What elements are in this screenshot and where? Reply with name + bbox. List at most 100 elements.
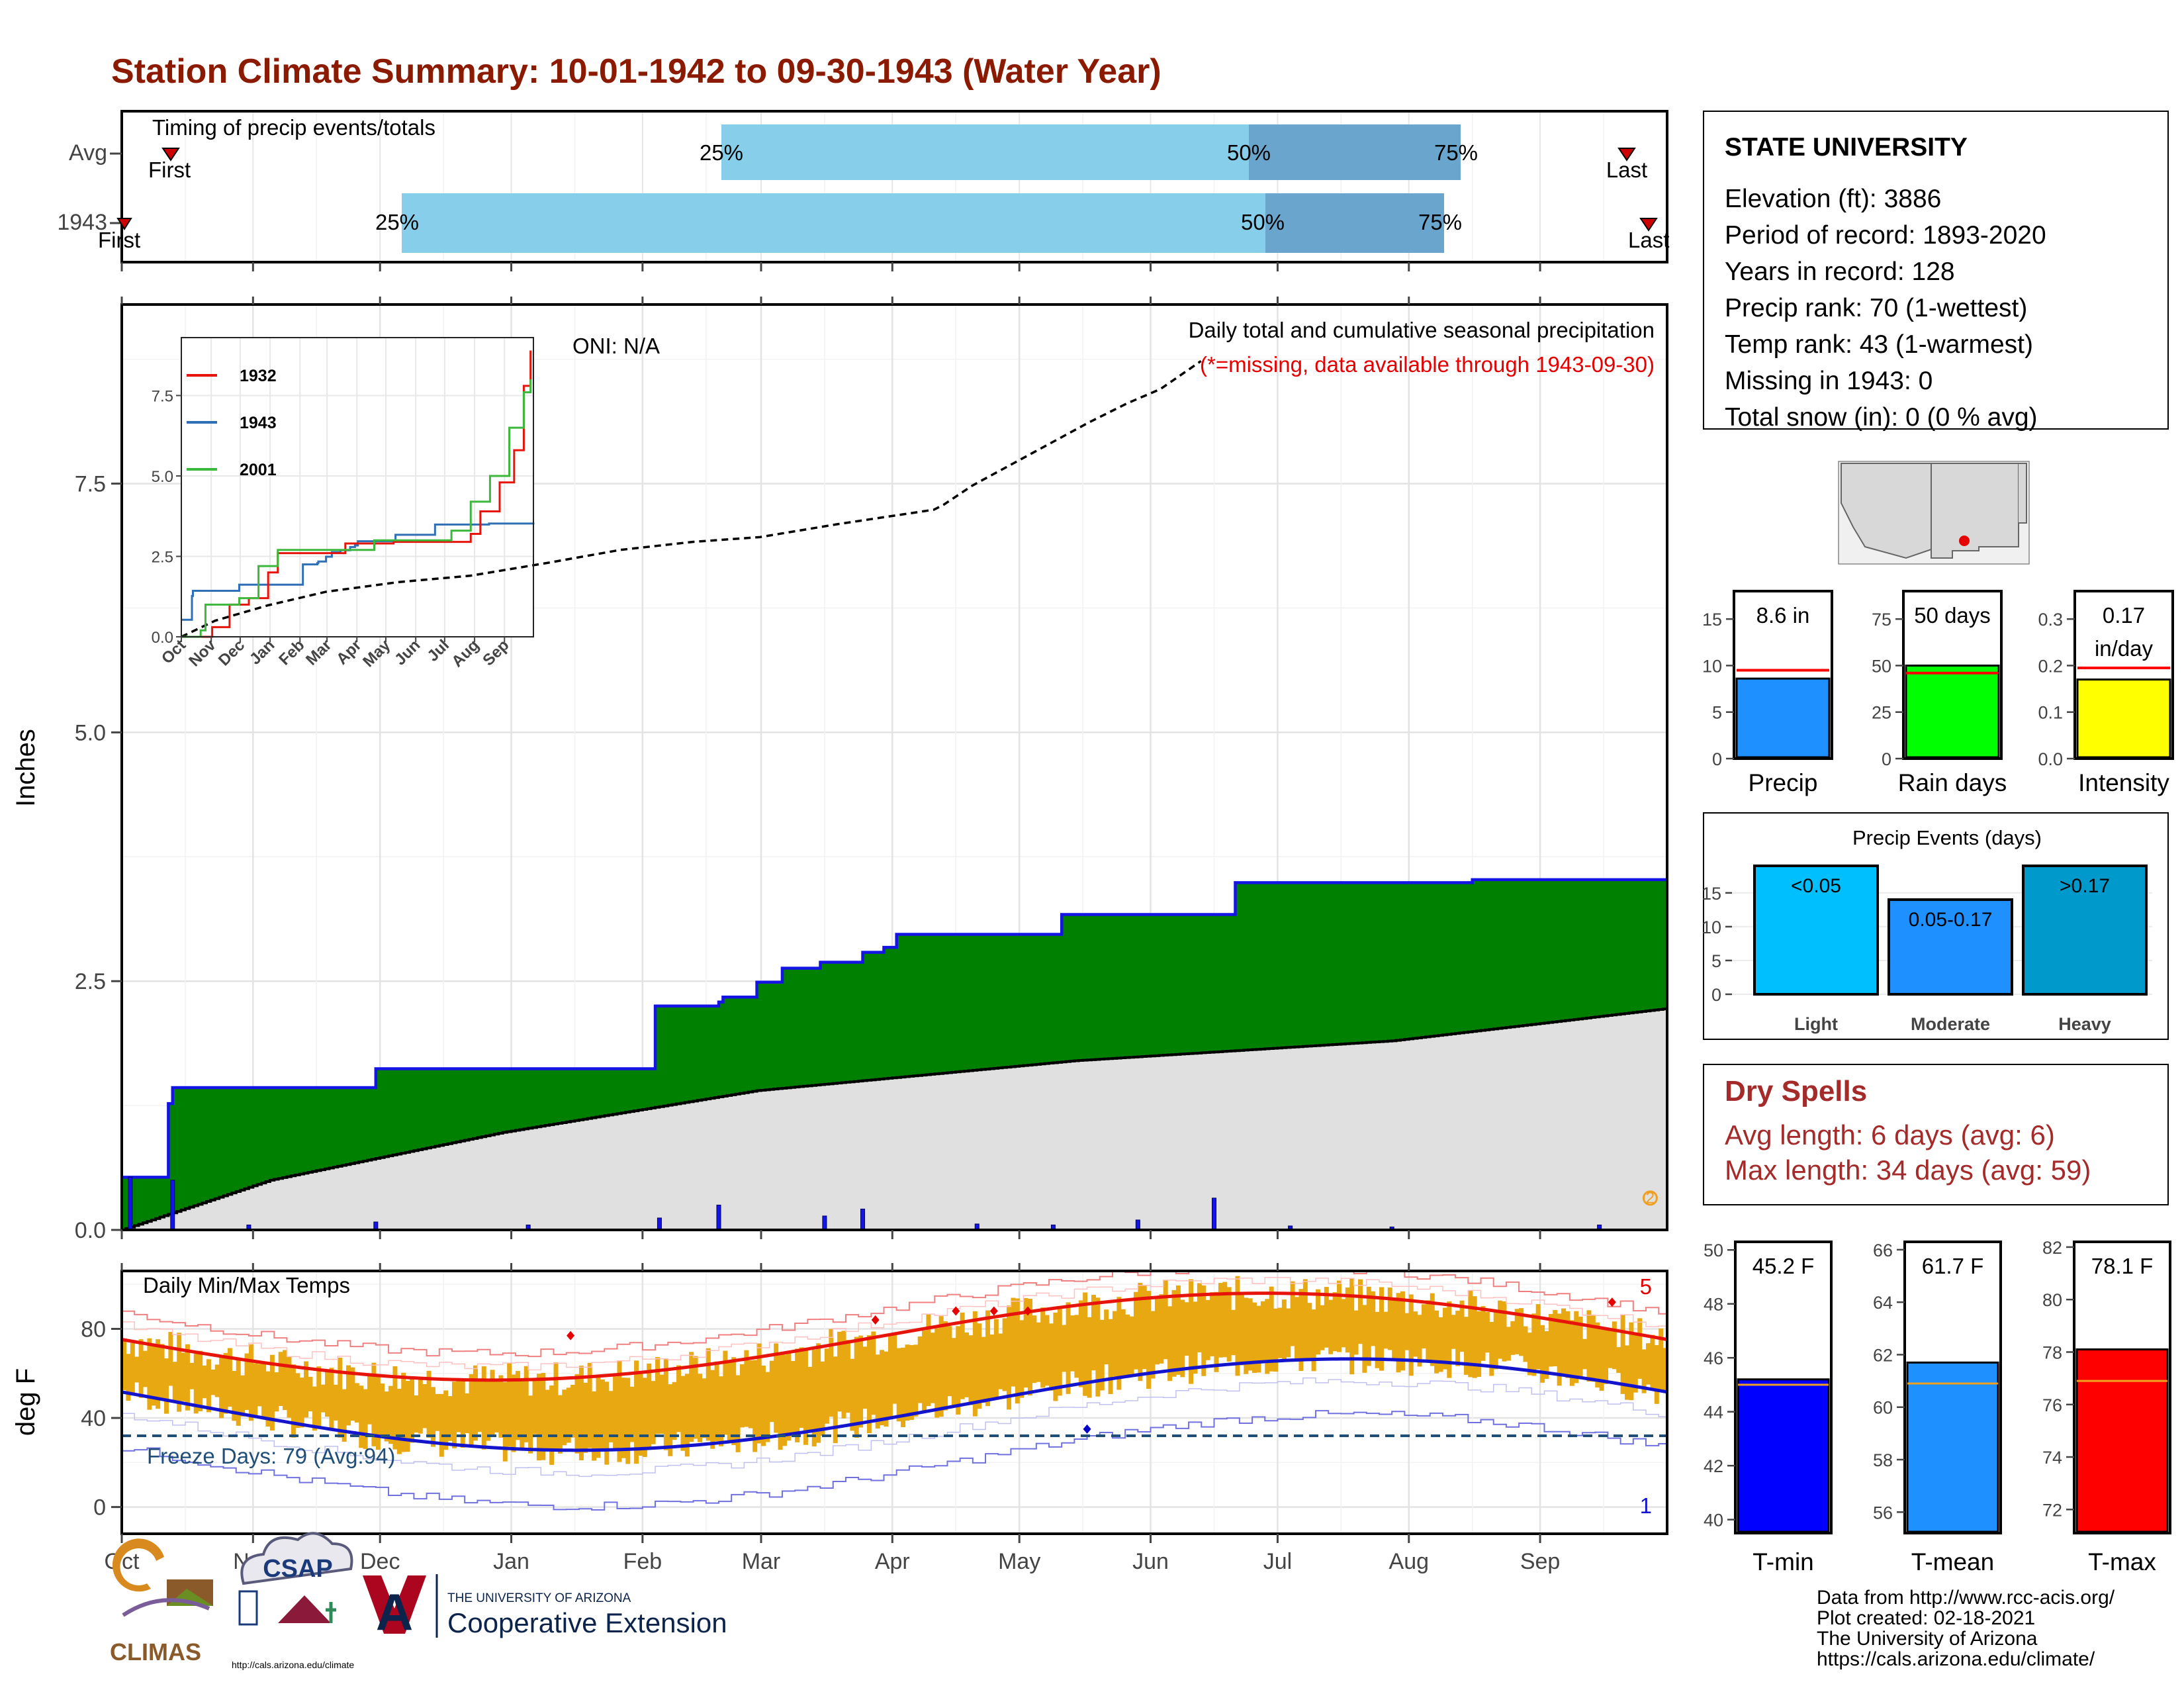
daily-precip-bar xyxy=(170,1180,175,1230)
daily-temp-bar xyxy=(338,1357,343,1438)
daily-temp-bar xyxy=(938,1316,944,1417)
daily-temp-bar xyxy=(1222,1282,1228,1358)
daily-temp-bar xyxy=(1493,1310,1498,1370)
daily-temp-bar xyxy=(401,1372,406,1452)
daily-temp-bar xyxy=(807,1366,813,1432)
events-bar-category-label: Heavy xyxy=(2058,1014,2111,1034)
events-bar-moderate xyxy=(1888,898,2013,996)
daily-temp-bar xyxy=(1108,1319,1113,1394)
daily-temp-bar xyxy=(1277,1307,1283,1358)
daily-temp-bar xyxy=(956,1326,961,1415)
daily-temp-bar xyxy=(248,1344,253,1421)
record-low-line xyxy=(122,1410,1667,1511)
daily-temp-bar xyxy=(469,1374,474,1446)
daily-temp-bar xyxy=(905,1344,910,1421)
events-ytick-label: 10 xyxy=(1702,917,1721,937)
year-timing-bar-light xyxy=(402,193,1265,253)
temp-y-label: deg F xyxy=(11,1368,40,1436)
tmax-summary-ytick-label: 80 xyxy=(2042,1290,2062,1310)
daily-temp-bar xyxy=(465,1393,470,1433)
daily-temp-bar xyxy=(447,1396,453,1441)
daily-temp-bar xyxy=(253,1363,258,1417)
daily-temp-bar xyxy=(1256,1305,1261,1373)
daily-temp-bar xyxy=(210,1369,216,1395)
daily-temp-bar xyxy=(1590,1314,1596,1382)
daily-temp-bar xyxy=(1371,1291,1376,1346)
daily-temp-bar xyxy=(1523,1326,1528,1362)
daily-temp-bar xyxy=(1595,1322,1600,1388)
climas-logo: CLIMAS xyxy=(110,1538,213,1665)
daily-temp-bar xyxy=(1244,1297,1249,1374)
daily-temp-bar xyxy=(617,1360,622,1462)
daily-precip-bar xyxy=(246,1224,251,1230)
daily-temp-bar xyxy=(1332,1292,1338,1352)
daily-temp-bar xyxy=(1468,1290,1473,1378)
daily-temp-bar xyxy=(638,1371,643,1456)
daily-temp-bar xyxy=(951,1338,956,1407)
daily-temp-bar xyxy=(744,1350,749,1427)
daily-temp-bar xyxy=(477,1381,482,1432)
daily-temp-bar xyxy=(1053,1312,1058,1401)
dry-spells-title: Dry Spells xyxy=(1725,1075,1867,1107)
climatology-fill xyxy=(122,1008,1667,1230)
record-high-marker xyxy=(989,1306,998,1316)
csap-logo: CSAP http://cals.arizona.edu/climate xyxy=(232,1532,354,1670)
avg-last-marker xyxy=(1617,148,1636,162)
precip-note-missing: (*=missing, data available through 1943-… xyxy=(1200,352,1655,377)
tmean-summary-ytick-label: 58 xyxy=(1873,1450,1893,1470)
daily-temp-bar xyxy=(778,1352,783,1450)
daily-temp-bar xyxy=(1463,1317,1469,1375)
daily-temp-bar xyxy=(481,1366,486,1450)
month-label: Mar xyxy=(742,1549,781,1574)
daily-temp-bar xyxy=(1302,1279,1308,1359)
daily-temp-bar xyxy=(1477,1311,1482,1378)
daily-temp-bar xyxy=(1273,1308,1279,1372)
daily-temp-bar xyxy=(625,1378,631,1464)
daily-temp-bar xyxy=(1298,1289,1304,1372)
daily-temp-bar xyxy=(214,1364,220,1397)
daily-temp-bar xyxy=(1620,1314,1625,1394)
daily-temp-bar xyxy=(1557,1313,1562,1386)
daily-precip-bar xyxy=(716,1204,721,1230)
daily-temp-bar xyxy=(613,1376,618,1448)
station-box: STATE UNIVERSITY Elevation (ft): 3886 Pe… xyxy=(1703,111,2169,432)
daily-temp-bar xyxy=(350,1367,355,1421)
daily-temp-bar xyxy=(232,1370,237,1421)
daily-temp-bar xyxy=(236,1360,241,1426)
daily-temp-bar xyxy=(405,1381,410,1452)
daily-temp-bar xyxy=(672,1382,677,1440)
daily-temp-bar xyxy=(1349,1278,1355,1375)
daily-temp-bar xyxy=(265,1371,271,1427)
precip-ytick-label: 2.5 xyxy=(75,969,106,994)
daily-temp-bar xyxy=(1459,1300,1465,1352)
events-ytick-label: 15 xyxy=(1702,884,1721,904)
daily-temp-bar xyxy=(177,1333,182,1412)
daily-precip-bar xyxy=(1813,1227,1817,1230)
raindays-summary-ytick-label: 75 xyxy=(1872,610,1891,630)
daily-temp-bar xyxy=(1087,1317,1092,1398)
daily-temp-bar xyxy=(325,1372,330,1417)
daily-temp-bar xyxy=(1125,1314,1130,1377)
month-label: Aug xyxy=(1389,1549,1430,1574)
avg-p25-label: 25% xyxy=(700,140,743,165)
daily-temp-bar xyxy=(142,1350,148,1387)
daily-temp-bar xyxy=(676,1365,682,1432)
daily-temp-bar xyxy=(756,1343,762,1444)
daily-temp-bar xyxy=(1565,1311,1570,1378)
precip-summary-value-label: 8.6 in xyxy=(1756,603,1810,628)
tmin-summary-ytick-label: 46 xyxy=(1704,1348,1723,1368)
daily-temp-bar xyxy=(587,1362,592,1448)
daily-temp-bar xyxy=(1175,1285,1181,1375)
daily-temp-bar xyxy=(1091,1295,1096,1371)
tmin-summary-axis-label: T-min xyxy=(1752,1548,1814,1575)
daily-temp-bar xyxy=(1320,1305,1325,1350)
daily-temp-bar xyxy=(705,1348,711,1441)
daily-temp-bar xyxy=(1408,1294,1414,1376)
year-last-marker xyxy=(1639,218,1658,232)
daily-temp-bar xyxy=(181,1352,186,1401)
intensity-summary-value-label-2: in/day xyxy=(2095,636,2154,661)
daily-temp-bar xyxy=(515,1371,520,1440)
daily-temp-bar xyxy=(887,1335,893,1418)
precip-plot-area: 2 xyxy=(122,878,1817,1230)
daily-temp-bar xyxy=(1239,1294,1244,1366)
